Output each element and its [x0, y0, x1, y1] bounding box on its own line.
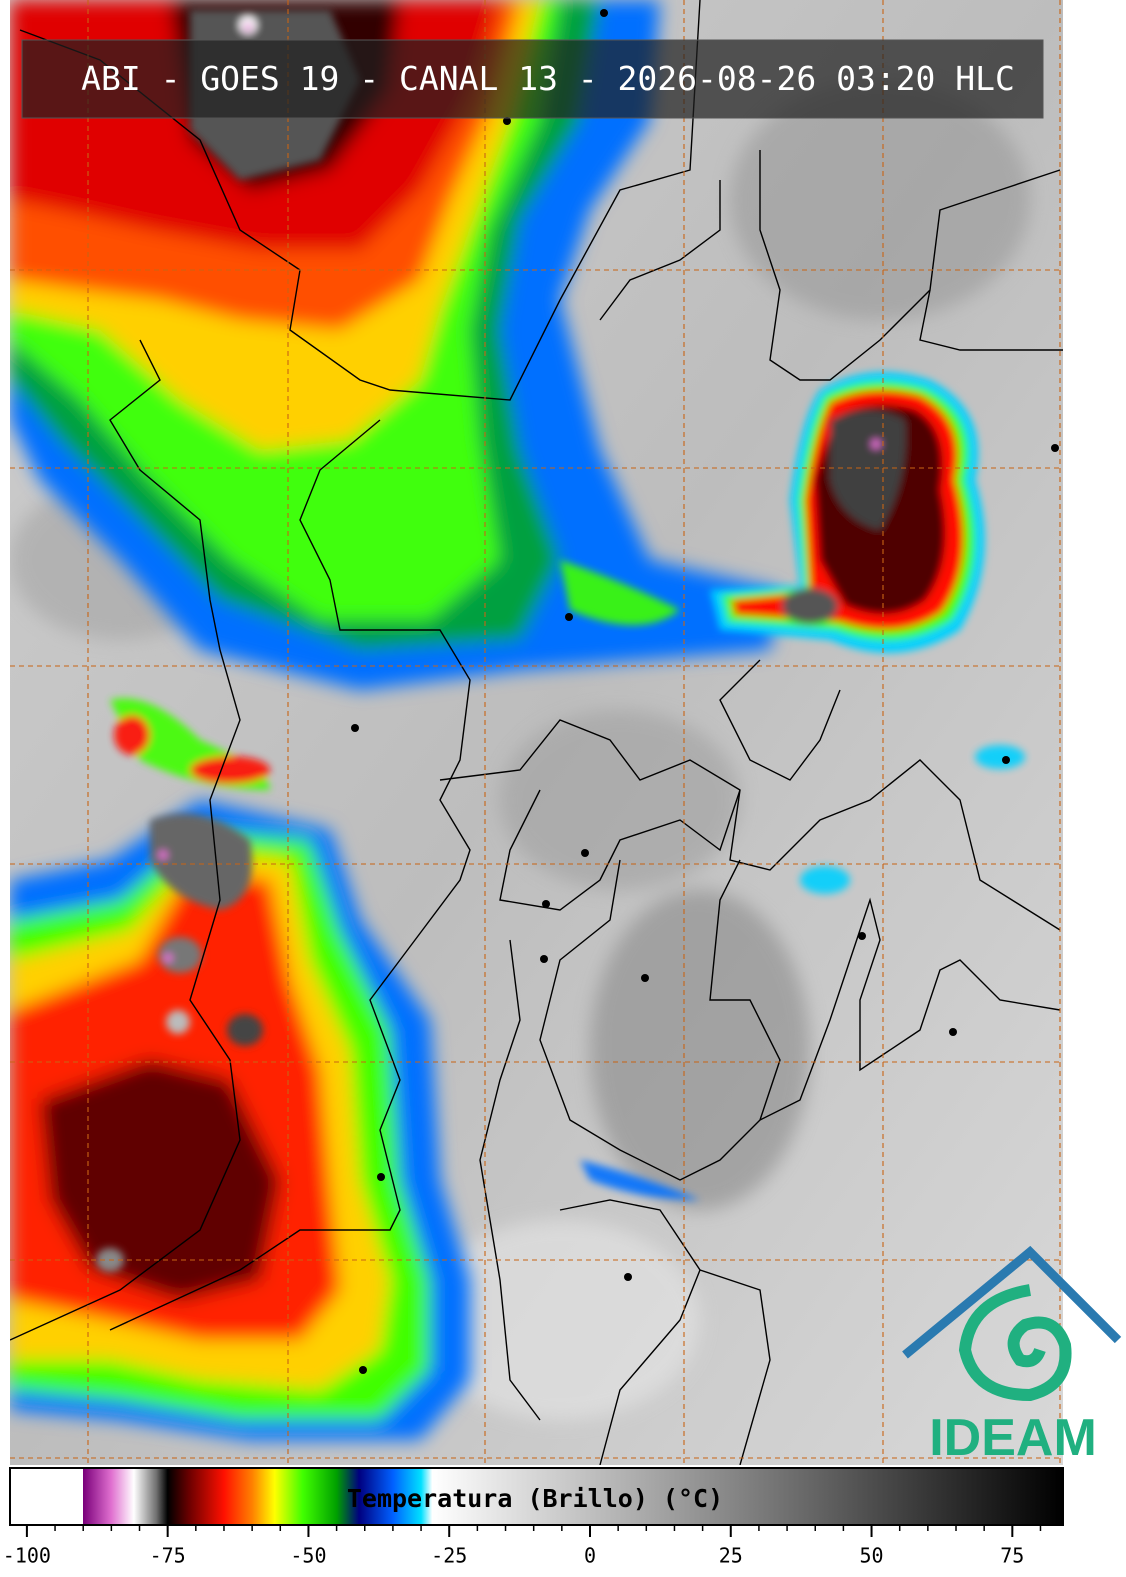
colorbar-label: Temperatura (Brillo) (°C) [347, 1484, 723, 1513]
logo: IDEAM [902, 1245, 1122, 1467]
boundaries [10, 0, 1063, 1465]
graticule [10, 0, 1063, 1465]
logo-text: IDEAM [929, 1409, 1097, 1467]
colorbar-bar [9, 1467, 1064, 1526]
colorbar-tick-label: 50 [859, 1544, 883, 1568]
colorbar: Temperatura (Brillo) (°C) -100 -75 -50 -25 0… [3, 1467, 1064, 1568]
colorbar-tick-label: -50 [290, 1544, 326, 1568]
city-markers [351, 9, 1059, 1374]
imagery [10, 0, 1063, 1465]
colorbar-tick-label: -25 [431, 1544, 467, 1568]
title-box [21, 39, 1044, 119]
colorbar-tick-label: 75 [1000, 1544, 1024, 1568]
colorbar-tick-label: 25 [719, 1544, 743, 1568]
title: ABI - GOES 19 - CANAL 13 - 2026-08-26 03… [81, 59, 1015, 98]
colorbar-tick-label: -75 [150, 1544, 186, 1568]
colorbar-tick-label: -100 [3, 1544, 51, 1568]
colorbar-tick-label: 0 [584, 1544, 596, 1568]
